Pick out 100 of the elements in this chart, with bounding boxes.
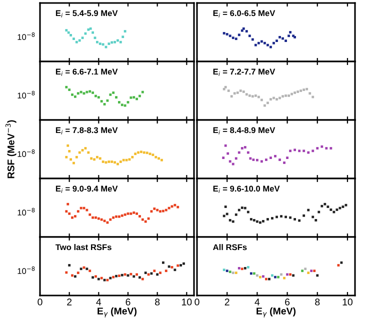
point [324,202,326,206]
point [89,27,92,30]
point [238,34,240,36]
point [140,150,142,154]
point [144,272,147,274]
point [152,154,154,156]
point [234,157,238,160]
point [92,216,94,219]
point [164,270,168,272]
point [245,93,248,96]
point [132,96,136,99]
point [251,95,254,98]
point [294,36,296,38]
text: 10$^{−8}$ [18,32,35,40]
chart-title: E$_{i}$ = 9.0-9.4 MeV [56,186,118,193]
point [320,145,324,148]
point [168,265,170,268]
point [134,152,137,156]
point [176,264,180,267]
x-tick-label: 8 [315,298,320,306]
point [80,206,82,210]
chart-title: All RSFs [213,244,247,250]
point [232,36,234,40]
chart-title: E$_{i}$ = 6.6-7.1 MeV [56,68,118,76]
point [308,92,312,95]
point [232,220,234,223]
point [168,206,170,210]
x-tick-label: 0 [38,298,42,306]
point [109,276,112,280]
point [240,268,244,270]
point [80,268,82,270]
x-tick-label: 6 [285,298,290,306]
point [110,41,114,44]
point [248,34,251,38]
point [302,150,306,152]
point [307,208,310,212]
x-tick-label: 10 [342,298,353,306]
point [144,220,147,223]
point [254,94,257,97]
point [114,161,116,164]
point [338,206,342,210]
chart-title: E$_{i}$ = 5.4-5.9 MeV [56,10,118,18]
y-axis-title: RSF (MeV$^{−3}$) [6,120,16,178]
point [87,28,90,31]
point [65,210,68,213]
point [88,90,92,93]
text: 10$^{−8}$ [18,208,35,216]
point [68,212,71,215]
point [86,90,88,94]
point [109,218,112,221]
point [256,158,258,162]
point [66,202,70,206]
x-tick-label: 4 [96,298,102,306]
point [86,268,88,270]
point [141,90,144,94]
point [70,158,72,161]
point [224,144,227,147]
point [74,275,76,278]
point [97,96,100,99]
point [234,272,238,274]
chart-title: E$_{i}$ = 9.6-10.0 MeV [213,186,280,193]
point [292,274,295,277]
chart-title: E$_{i}$ = 7.8-8.3 MeV [56,127,118,134]
point [65,86,68,88]
point [98,157,102,160]
text: 10$^{−8}$ [18,149,35,158]
point [97,278,100,280]
point [92,276,94,279]
point [226,270,228,272]
point [146,152,148,154]
point [75,156,78,158]
point [294,148,296,152]
point [76,272,80,274]
point [96,40,98,44]
x-axis-title: E$_{γ}$ (MeV) [98,307,137,318]
x-tick-label: 10 [182,298,192,306]
point [156,208,159,212]
point [130,96,132,99]
point [141,278,144,280]
point [112,276,115,278]
chart-title: Two last RSFs [55,244,112,250]
point [222,268,226,272]
point [257,42,260,44]
point [122,36,124,38]
point [75,40,78,44]
point [298,150,301,152]
point [124,213,126,216]
point [304,268,307,270]
text: 10$^{−8}$ [18,266,35,274]
point [240,29,244,32]
point [153,270,156,272]
chart-title: E$_{i}$ = 6.0-6.5 MeV [213,10,276,18]
point [312,216,314,218]
x-tick-label: 2 [224,298,230,306]
point [234,38,238,40]
point [130,212,132,215]
point [312,150,314,152]
point [97,217,100,220]
point [244,206,246,210]
point [100,276,103,280]
